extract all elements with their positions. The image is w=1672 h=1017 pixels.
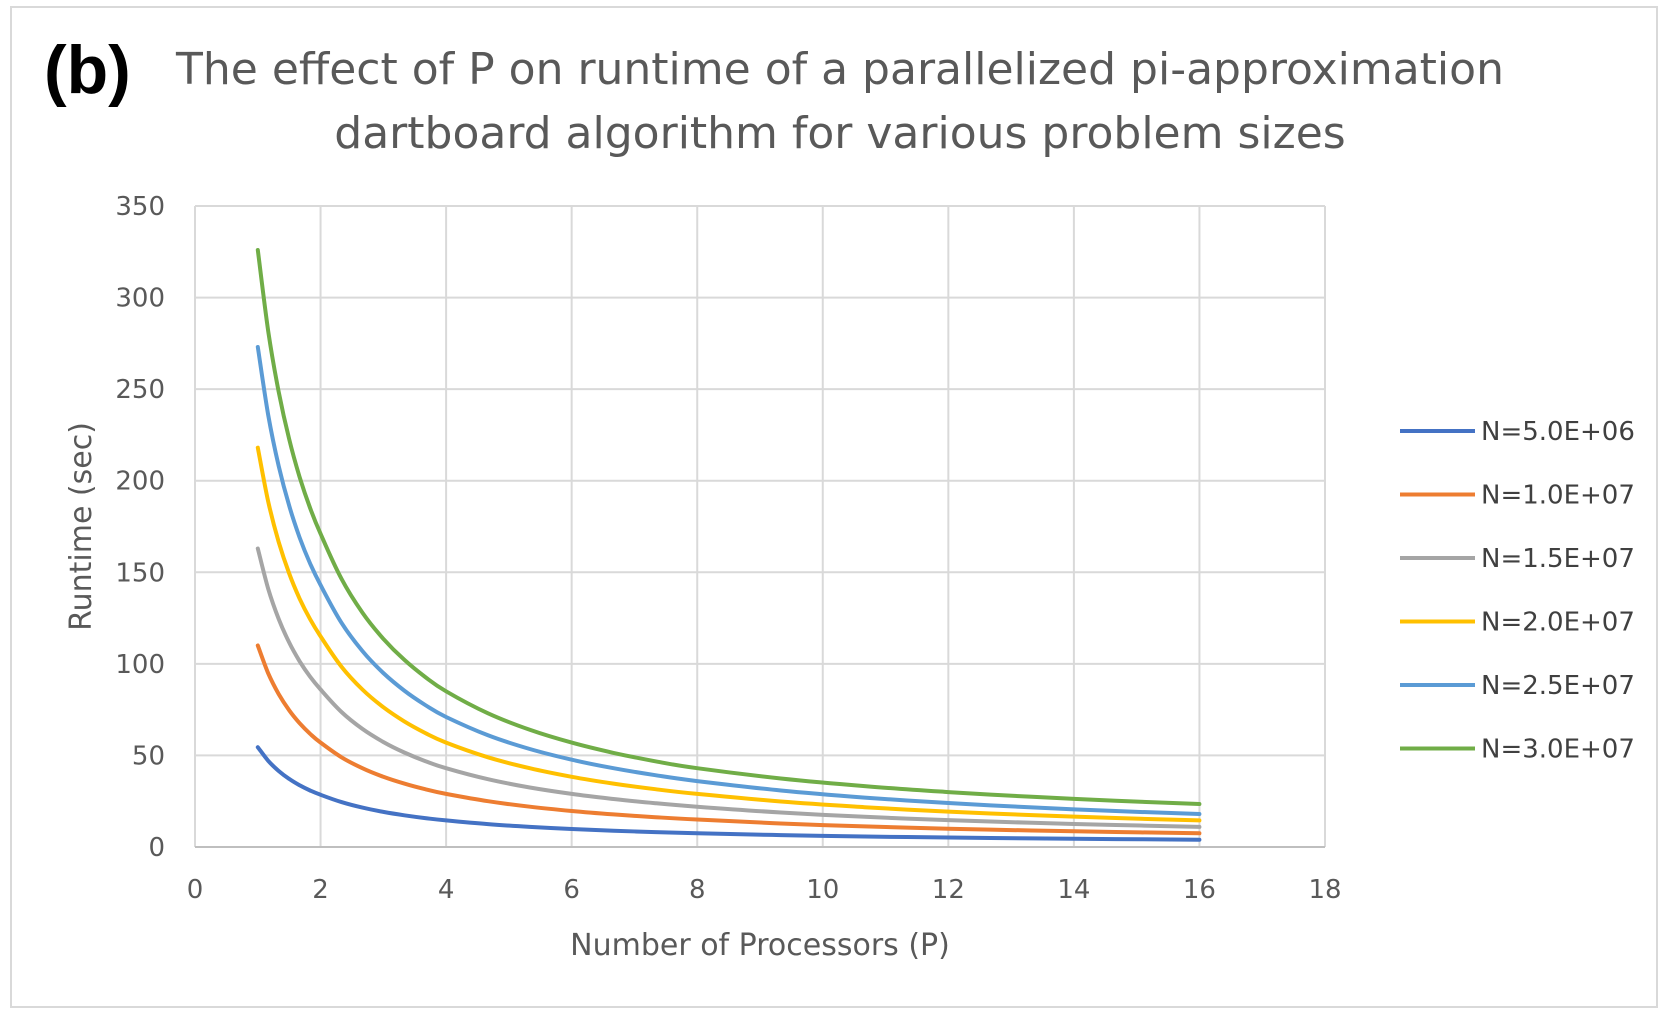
series-line-3 [255,546,1202,829]
y-axis-title: Runtime (sec) [64,422,99,631]
y-tick-label: 250 [115,375,165,405]
y-tick-label: 100 [115,650,165,680]
x-tick-label: 2 [312,875,329,905]
gridlines [194,205,1326,848]
x-tick-label: 6 [563,875,580,905]
panel-label: (b) [44,32,131,108]
series-lines [255,248,1202,842]
series-line-2 [255,643,1202,836]
legend-label: N=5.0E+06 [1481,417,1635,447]
series-line-6 [255,248,1202,806]
series-line-5 [255,345,1202,816]
series-line-4 [255,445,1202,823]
x-tick-label: 8 [689,875,706,905]
chart-title: The effect of P on runtime of a parallel… [176,44,1504,159]
y-tick-label: 50 [132,741,165,771]
y-tick-label: 200 [115,467,165,497]
x-tick-label: 16 [1183,875,1216,905]
series-line-1 [255,745,1202,842]
chart-frame [10,6,1658,1008]
y-tick-label: 150 [115,558,165,588]
y-tick-label: 0 [148,833,165,863]
legend: N=5.0E+06 N=1.0E+07 N=1.5E+07 N=2.0E+07 N=2.… [1400,417,1635,765]
x-tick-label: 14 [1057,875,1090,905]
y-tick-label: 350 [115,192,165,222]
y-tick-label: 300 [115,284,165,314]
x-tick-label: 10 [806,875,839,905]
x-tick-label: 12 [932,875,965,905]
x-tick-label: 4 [438,875,455,905]
x-axis-title: Number of Processors (P) [570,928,950,963]
legend-label: N=2.0E+07 [1481,608,1635,638]
legend-label: N=1.0E+07 [1481,481,1635,511]
tick-labels: 0 50 100 150 200 250 300 350 0 2 4 6 8 10 12 14 16 18 [115,192,1341,905]
x-tick-label: 0 [187,875,204,905]
legend-label: N=2.5E+07 [1481,671,1635,701]
legend-label: N=3.0E+07 [1481,735,1635,765]
legend-label: N=1.5E+07 [1481,544,1635,574]
x-tick-label: 18 [1308,875,1341,905]
